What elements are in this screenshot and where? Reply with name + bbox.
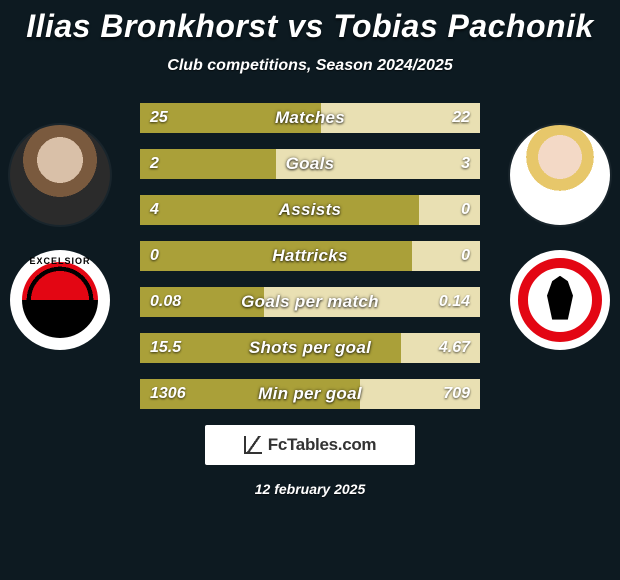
stat-row: 0.08Goals per match0.14 xyxy=(140,287,480,317)
player-right-avatar xyxy=(510,125,610,225)
fctables-logo: FcTables.com xyxy=(205,425,415,465)
stat-bar-left xyxy=(140,149,276,179)
stat-bar-right xyxy=(401,333,480,363)
stat-row: 15.5Shots per goal4.67 xyxy=(140,333,480,363)
stat-bar-track xyxy=(140,333,480,363)
stat-bar-right xyxy=(264,287,480,317)
stat-bar-track xyxy=(140,287,480,317)
stat-row: 25Matches22 xyxy=(140,103,480,133)
stat-bar-track xyxy=(140,103,480,133)
comparison-card: Ilias Bronkhorst vs Tobias Pachonik Club… xyxy=(0,0,620,580)
stat-bar-left xyxy=(140,195,419,225)
stat-bar-left xyxy=(140,333,401,363)
stat-bar-right xyxy=(321,103,480,133)
stat-bar-right xyxy=(419,195,480,225)
stat-bar-right xyxy=(276,149,480,179)
stat-row: 1306Min per goal709 xyxy=(140,379,480,409)
stat-bar-track xyxy=(140,195,480,225)
stat-row: 4Assists0 xyxy=(140,195,480,225)
stat-row: 2Goals3 xyxy=(140,149,480,179)
snapshot-date: 12 february 2025 xyxy=(0,481,620,497)
player-left-avatar xyxy=(10,125,110,225)
stat-bar-left xyxy=(140,241,412,271)
stat-bar-track xyxy=(140,379,480,409)
page-title: Ilias Bronkhorst vs Tobias Pachonik xyxy=(0,0,620,45)
stat-bar-left xyxy=(140,379,360,409)
fctables-logo-text: FcTables.com xyxy=(268,435,377,455)
stat-bars: 25Matches22 2Goals3 4Assists0 0Hattricks0 0.… xyxy=(140,103,480,409)
stat-bar-right xyxy=(360,379,480,409)
stat-bar-right xyxy=(412,241,480,271)
club-left-logo xyxy=(10,250,110,350)
stat-bar-left xyxy=(140,103,321,133)
stat-row: 0Hattricks0 xyxy=(140,241,480,271)
chart-icon xyxy=(244,436,262,454)
page-subtitle: Club competitions, Season 2024/2025 xyxy=(0,57,620,75)
club-right-logo xyxy=(510,250,610,350)
stat-bar-track xyxy=(140,241,480,271)
stat-bar-left xyxy=(140,287,264,317)
stat-bar-track xyxy=(140,149,480,179)
